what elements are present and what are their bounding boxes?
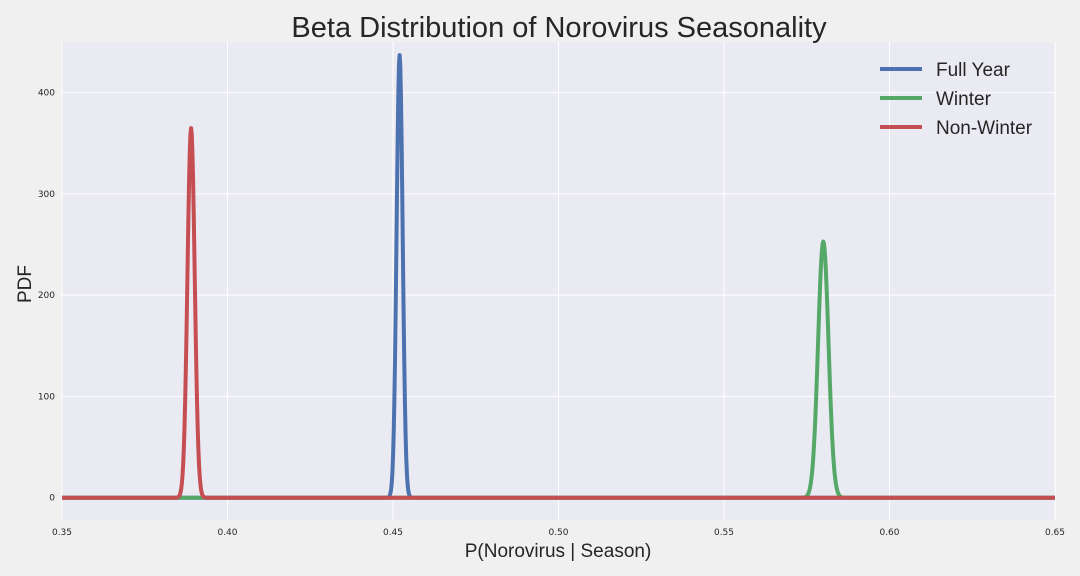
legend-label: Full Year: [936, 60, 1011, 81]
y-tick-label: 400: [38, 89, 55, 99]
legend-label: Winter: [936, 89, 992, 110]
chart-title: Beta Distribution of Norovirus Seasonali…: [291, 12, 827, 44]
series-curves: [60, 53, 1057, 500]
x-tick-label: 0.65: [1045, 528, 1065, 538]
x-tick-label: 0.45: [383, 528, 403, 538]
y-tick-label: 200: [38, 291, 55, 301]
legend-label: Non-Winter: [936, 118, 1033, 139]
y-tick-label: 100: [38, 392, 55, 402]
y-axis-label: PDF: [15, 265, 36, 303]
x-axis-label: P(Norovirus | Season): [465, 541, 652, 562]
series-line-non-winter: [60, 126, 1057, 500]
x-tick-label: 0.40: [217, 528, 237, 538]
x-tick-label: 0.55: [714, 528, 734, 538]
legend: Full Year Winter Non-Winter: [880, 60, 1033, 139]
y-tick-label: 0: [49, 494, 55, 504]
x-tick-label: 0.60: [879, 528, 899, 538]
y-tick-label: 300: [38, 190, 55, 200]
x-tick-labels: 0.35 0.40 0.45 0.50 0.55 0.60 0.65: [52, 528, 1065, 538]
y-tick-labels: 0 100 200 300 400: [38, 89, 55, 504]
x-tick-label: 0.50: [548, 528, 568, 538]
x-tick-label: 0.35: [52, 528, 72, 538]
